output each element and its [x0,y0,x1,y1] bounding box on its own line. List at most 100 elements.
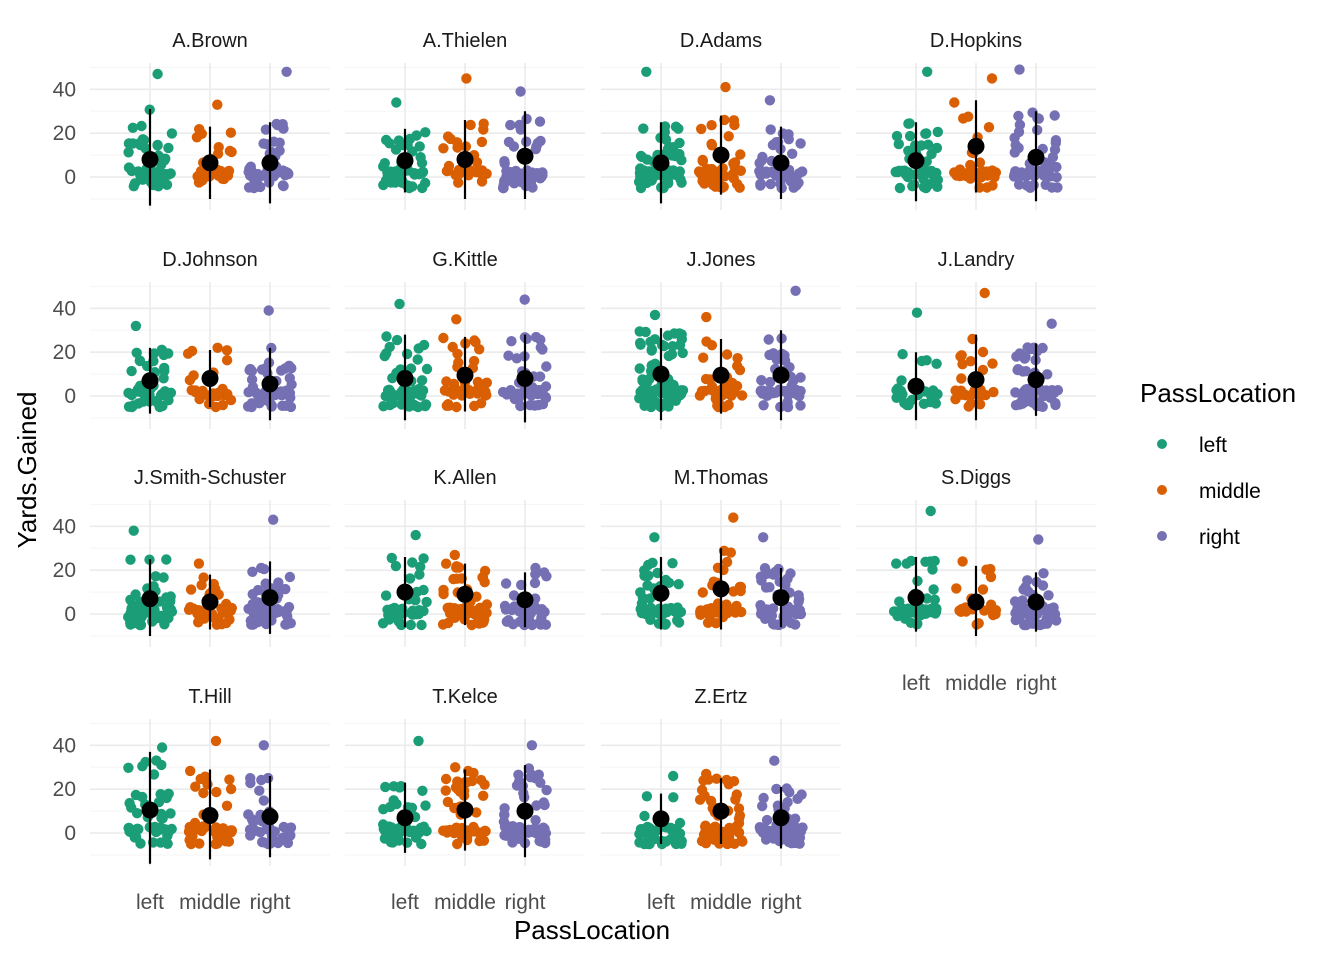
data-point-left [644,593,656,604]
data-point-right [764,582,775,593]
data-point-right [515,400,526,412]
data-point-left [645,825,656,836]
data-point-right [281,605,292,617]
data-point-right [285,401,297,413]
facet-strip-label: S.Diggs [941,467,1011,489]
data-point-middle [198,572,209,583]
data-point-middle [475,774,487,786]
facet-strip-label: D.Adams [680,30,762,52]
facet-panel: T.Kelce left middle right [345,686,585,914]
data-point-left [672,602,683,613]
data-point-left [391,334,403,346]
data-point-right [1014,119,1026,130]
facet-panel: J.Smith-Schuster 0 20 40 [53,467,330,647]
data-point-left [670,150,681,162]
data-point-middle [193,558,205,569]
data-point-left [404,390,416,401]
summary-mean-point [516,802,534,820]
data-point-middle [737,836,748,847]
data-point-middle [727,377,738,389]
data-point-left [677,347,688,359]
data-point-left [918,181,930,193]
summary-mean-point [396,583,414,601]
data-point-right [284,571,296,583]
data-point-left [124,798,135,809]
data-point-middle [725,547,736,558]
data-point-middle [727,169,738,180]
summary-mean-point [456,151,474,169]
data-point-middle [981,182,993,193]
data-point-left [666,349,678,360]
data-point-left [674,828,686,839]
data-point-right [525,772,536,783]
data-point-left [382,604,393,615]
data-point-right [530,562,541,574]
data-point-left [416,838,427,850]
data-point-middle [475,835,487,846]
data-point-middle [194,393,205,405]
data-point-right [771,387,782,398]
data-point-left [677,385,689,396]
legend: PassLocation left middle right [1140,378,1296,549]
data-point-left [912,575,923,587]
data-point-middle [983,122,995,133]
data-point-right [1010,607,1022,618]
data-point-right [787,148,798,159]
data-point-left [636,151,648,163]
data-point-left [394,827,405,839]
data-point-right [246,374,258,385]
data-point-right [273,577,284,588]
data-point-left [166,128,178,139]
data-point-right [790,285,801,296]
data-point-middle [453,562,465,573]
data-point-middle [728,512,739,523]
y-tick-label: 40 [53,297,76,320]
data-point-right [1037,342,1048,354]
data-point-right [274,137,285,148]
y-tick-label: 20 [53,341,76,364]
data-point-left [673,169,684,180]
summary-mean-point [396,809,414,827]
data-point-right [764,376,776,388]
data-point-left [649,532,660,543]
data-point-left [659,126,670,138]
data-point-middle [717,163,728,174]
data-point-left [151,755,162,766]
data-point-middle [449,827,460,839]
data-point-right [758,532,769,543]
data-point-middle [956,350,967,361]
data-point-middle [225,127,237,138]
data-point-right [541,571,552,582]
summary-mean-point [201,154,219,172]
data-point-right [247,566,258,577]
data-point-left [641,791,653,802]
data-point-left [407,605,418,616]
data-point-right [759,563,771,574]
facet-strip-label: M.Thomas [674,467,768,489]
data-point-right [769,755,780,766]
data-point-right [756,603,767,614]
data-point-middle [480,378,491,389]
summary-mean-point [201,807,219,825]
data-point-right [539,799,550,811]
data-point-left [668,770,679,782]
summary-mean-point [516,591,534,609]
data-point-left [133,824,144,835]
data-point-right [785,822,797,833]
data-point-middle [476,136,488,148]
data-point-left [387,398,399,409]
data-point-left [896,603,908,614]
data-point-left [161,792,172,804]
data-point-right [276,365,287,376]
data-point-right [537,169,548,181]
data-point-right [764,605,775,617]
data-point-left [165,594,176,606]
data-point-right [498,182,509,194]
data-point-left [404,133,416,145]
data-point-middle [474,344,485,355]
data-point-left [159,619,170,630]
data-point-middle [195,167,206,178]
data-point-right [261,618,272,630]
summary-mean-point [396,152,414,170]
